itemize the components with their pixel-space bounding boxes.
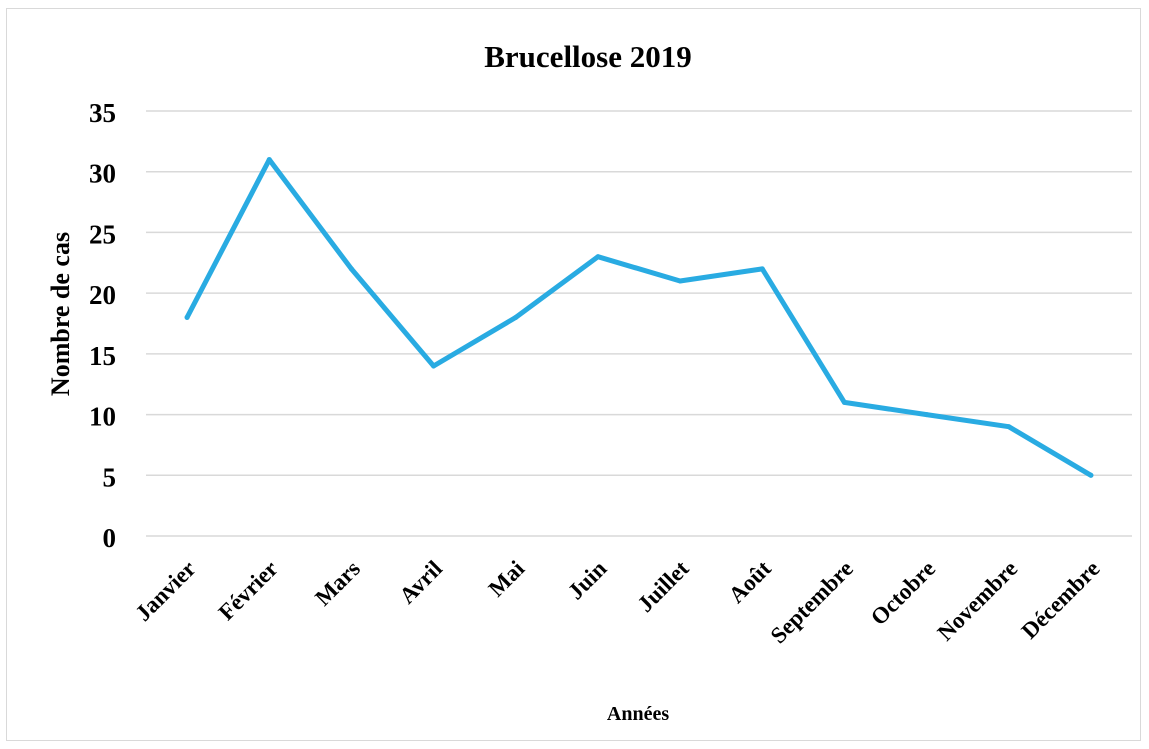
- data-point: [1088, 472, 1094, 478]
- x-tick-label: Septembre: [766, 556, 858, 648]
- x-tick-label: Avril: [395, 556, 448, 609]
- y-tick-label: 15: [89, 341, 116, 371]
- y-tick-label: 30: [89, 159, 116, 189]
- y-axis-label: Nombre de cas: [46, 232, 75, 396]
- data-point: [924, 412, 930, 418]
- data-point: [1006, 424, 1012, 430]
- y-tick-label: 10: [89, 402, 116, 432]
- x-axis-label: Années: [607, 703, 669, 725]
- data-point: [513, 314, 519, 320]
- gridlines: [146, 110, 1132, 537]
- x-tick-label: Janvier: [131, 556, 201, 626]
- data-point: [184, 314, 190, 320]
- series-line: [184, 157, 1094, 478]
- data-point: [759, 266, 765, 272]
- y-tick-label: 25: [89, 219, 116, 249]
- chart-title: Brucellose 2019: [484, 39, 692, 74]
- x-tick-labels: Janvier Février Mars Avril Mai Juin Juillet Aoû…: [131, 555, 1105, 648]
- y-tick-label: 35: [89, 98, 116, 128]
- data-point: [595, 254, 601, 260]
- y-tick-labels: 0 5 10 15 20 25 30 35: [89, 98, 116, 553]
- x-tick-label: Octobre: [866, 556, 940, 630]
- y-tick-label: 20: [89, 280, 116, 310]
- data-point: [841, 399, 847, 405]
- x-tick-label: Février: [214, 556, 283, 625]
- x-tick-label: Mai: [484, 555, 530, 601]
- x-tick-label: Juin: [563, 556, 612, 605]
- data-point: [431, 363, 437, 369]
- y-tick-label: 0: [103, 523, 117, 553]
- x-tick-label: Mars: [310, 556, 365, 611]
- chart-frame: [6, 8, 1141, 741]
- data-point: [348, 266, 354, 272]
- x-tick-label: Novembre: [933, 556, 1023, 646]
- x-tick-label: Décembre: [1017, 556, 1105, 644]
- y-tick-label: 5: [103, 462, 117, 492]
- data-point: [677, 278, 683, 284]
- x-tick-label: Août: [724, 556, 776, 608]
- x-tick-label: Juillet: [633, 556, 694, 617]
- data-point: [266, 157, 272, 163]
- series-layer: [184, 157, 1094, 478]
